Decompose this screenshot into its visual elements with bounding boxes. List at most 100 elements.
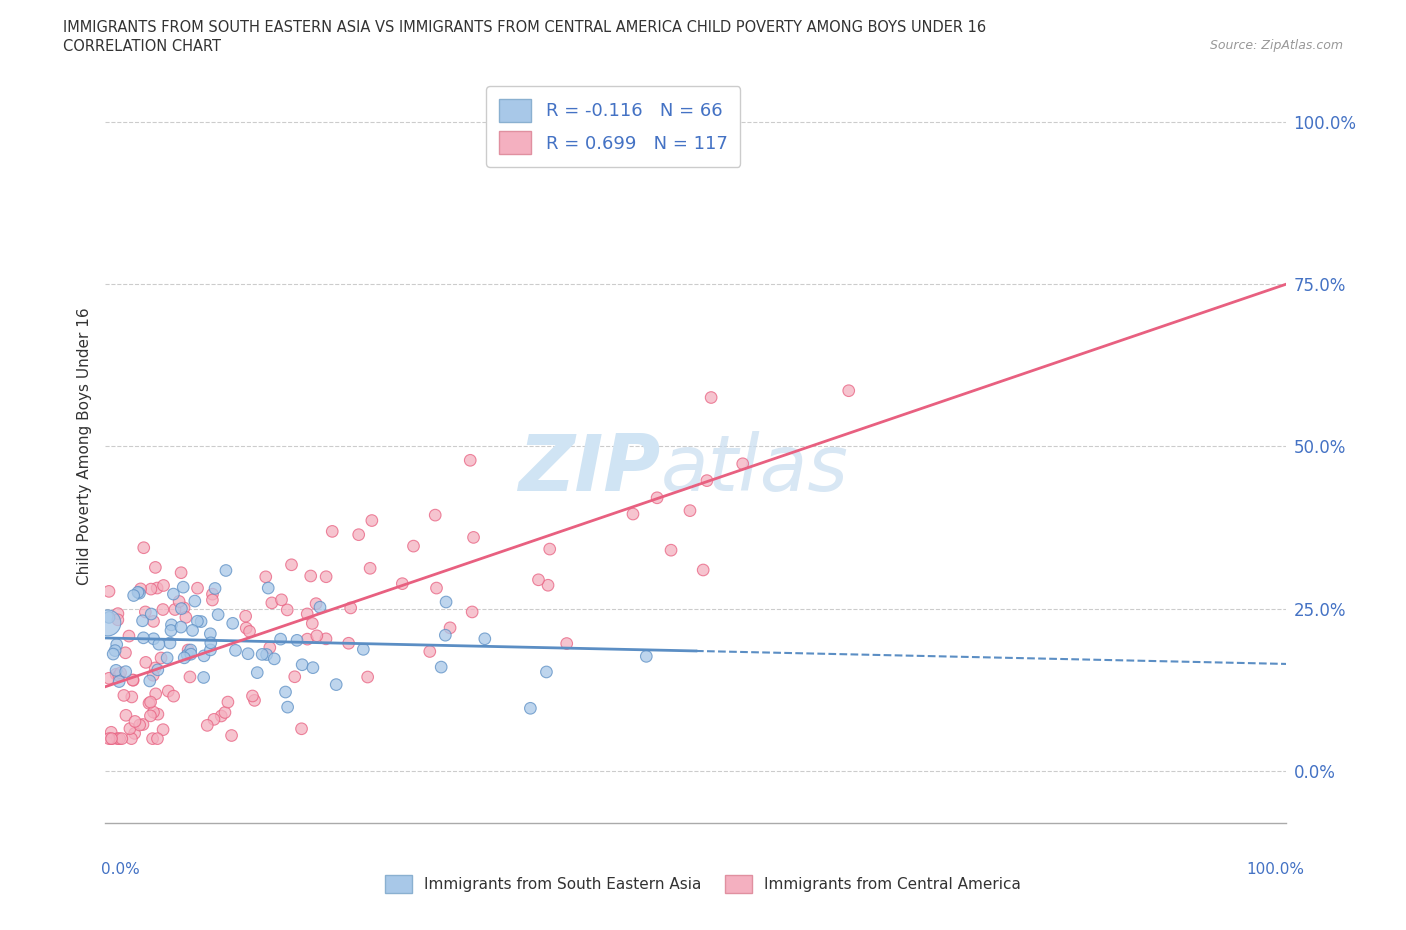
Point — [259, 640, 281, 655]
Point — [463, 530, 485, 545]
Text: 100.0%: 100.0% — [1247, 862, 1305, 877]
Point — [104, 644, 127, 658]
Point — [274, 684, 297, 699]
Point — [434, 594, 457, 609]
Point — [217, 695, 239, 710]
Point — [121, 672, 143, 687]
Point — [142, 668, 165, 683]
Point — [103, 646, 125, 661]
Point — [160, 623, 183, 638]
Point — [201, 587, 224, 602]
Point — [157, 684, 180, 698]
Point — [138, 696, 160, 711]
Point — [200, 626, 222, 641]
Point — [139, 673, 162, 688]
Point — [425, 508, 447, 523]
Legend: Immigrants from South Eastern Asia, Immigrants from Central America: Immigrants from South Eastern Asia, Immi… — [378, 870, 1028, 899]
Point — [152, 578, 174, 593]
Point — [538, 541, 561, 556]
Point — [146, 580, 169, 595]
Point — [257, 580, 280, 595]
Point — [176, 647, 198, 662]
Point — [679, 503, 702, 518]
Point — [177, 643, 200, 658]
Point — [105, 731, 128, 746]
Point — [696, 473, 718, 488]
Point — [250, 647, 273, 662]
Point — [360, 513, 382, 528]
Point — [143, 660, 166, 675]
Point — [359, 561, 381, 576]
Point — [299, 568, 322, 583]
Point — [108, 668, 131, 683]
Point — [105, 637, 128, 652]
Point — [97, 616, 120, 631]
Point — [700, 390, 723, 405]
Point — [439, 620, 461, 635]
Point — [200, 643, 222, 658]
Point — [285, 633, 308, 648]
Point — [260, 595, 283, 610]
Point — [235, 620, 257, 635]
Point — [132, 540, 155, 555]
Point — [305, 596, 328, 611]
Point — [290, 722, 312, 737]
Point — [238, 624, 260, 639]
Point — [170, 619, 193, 634]
Point — [124, 726, 146, 741]
Point — [302, 660, 325, 675]
Text: 0.0%: 0.0% — [101, 862, 141, 877]
Point — [134, 604, 156, 619]
Point — [170, 565, 193, 580]
Point — [315, 569, 337, 584]
Point — [128, 586, 150, 601]
Point — [193, 670, 215, 684]
Point — [142, 631, 165, 646]
Point — [139, 581, 162, 596]
Legend: R = -0.116   N = 66, R = 0.699   N = 117: R = -0.116 N = 66, R = 0.699 N = 117 — [486, 86, 741, 167]
Point — [284, 670, 307, 684]
Point — [127, 585, 149, 600]
Point — [291, 658, 314, 672]
Point — [142, 614, 165, 629]
Text: CORRELATION CHART: CORRELATION CHART — [63, 39, 221, 54]
Point — [100, 731, 122, 746]
Point — [152, 602, 174, 617]
Point — [200, 635, 222, 650]
Point — [146, 731, 169, 746]
Point — [352, 642, 374, 657]
Point — [186, 614, 208, 629]
Point — [236, 646, 259, 661]
Point — [156, 650, 179, 665]
Point — [461, 604, 484, 619]
Point — [280, 557, 302, 572]
Point — [315, 631, 337, 646]
Point — [434, 628, 457, 643]
Point — [838, 383, 860, 398]
Point — [108, 674, 131, 689]
Point — [121, 689, 143, 704]
Point — [243, 693, 266, 708]
Point — [170, 601, 193, 616]
Point — [207, 607, 229, 622]
Point — [152, 723, 174, 737]
Text: ZIP: ZIP — [519, 431, 661, 507]
Point — [105, 663, 128, 678]
Point — [173, 650, 195, 665]
Point — [301, 616, 323, 631]
Point — [527, 572, 550, 587]
Point — [297, 606, 319, 621]
Text: Source: ZipAtlas.com: Source: ZipAtlas.com — [1209, 39, 1343, 52]
Point — [107, 612, 129, 627]
Text: IMMIGRANTS FROM SOUTH EASTERN ASIA VS IMMIGRANTS FROM CENTRAL AMERICA CHILD POVE: IMMIGRANTS FROM SOUTH EASTERN ASIA VS IM… — [63, 20, 987, 35]
Point — [659, 543, 682, 558]
Point — [181, 623, 204, 638]
Point — [118, 629, 141, 644]
Point — [242, 688, 264, 703]
Point — [114, 664, 136, 679]
Point — [132, 717, 155, 732]
Point — [146, 707, 169, 722]
Point — [536, 665, 558, 680]
Point — [160, 618, 183, 632]
Point — [246, 665, 269, 680]
